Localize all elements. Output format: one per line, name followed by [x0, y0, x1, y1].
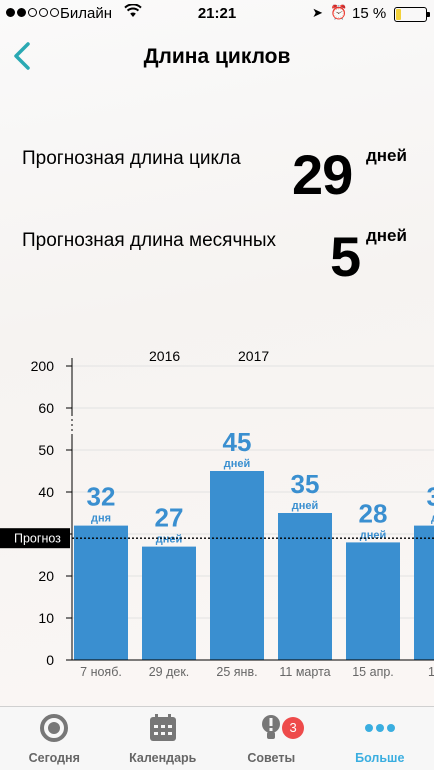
signal-strength-icon — [6, 8, 59, 17]
y-tick-label: 50 — [38, 442, 54, 458]
tab-tips[interactable]: 3 Советы — [217, 707, 326, 770]
x-tick-label: 15 апр. — [352, 665, 394, 679]
bar-value-label: 27 — [155, 503, 184, 533]
bar-unit-label: дней — [156, 534, 183, 546]
forecast-label-bg — [0, 528, 70, 549]
tips-bulb-icon — [262, 715, 281, 739]
bar — [142, 546, 196, 660]
bar-unit-label: дней — [360, 529, 387, 541]
wifi-icon — [124, 3, 142, 22]
bar-value-label: 32 — [427, 482, 434, 512]
chevron-left-icon — [14, 42, 30, 70]
y-tick-label: 40 — [38, 484, 54, 500]
navigation-bar: Длина циклов — [0, 28, 434, 86]
year-label-2016: 2016 — [149, 348, 181, 364]
tab-more[interactable]: Больше — [326, 707, 434, 770]
period-length-value: 5 — [330, 225, 361, 288]
more-dots-icon — [364, 724, 395, 732]
tab-today[interactable]: Сегодня — [0, 707, 109, 770]
bar — [414, 525, 434, 660]
alarm-icon: ⏰ — [330, 4, 348, 20]
x-tick-label: 11 марта — [279, 665, 330, 679]
cycle-length-unit: дней — [366, 146, 407, 165]
tab-calendar[interactable]: Календарь — [109, 707, 218, 770]
battery-percent: 15 % — [352, 5, 387, 22]
year-label-2017: 2017 — [238, 348, 270, 364]
bar — [346, 542, 400, 660]
cycle-length-value: 29 — [292, 143, 353, 206]
tab-today-label: Сегодня — [28, 751, 80, 765]
calendar-icon — [149, 714, 176, 741]
period-length-unit: дней — [366, 226, 407, 245]
y-tick-label: 60 — [38, 400, 54, 416]
bar — [278, 513, 332, 660]
tab-more-label: Больше — [355, 751, 405, 765]
bar — [210, 471, 264, 660]
battery-icon — [394, 7, 430, 22]
tab-tips-label: Советы — [247, 751, 296, 765]
tips-badge: 3 — [282, 717, 305, 739]
bar-unit-label: дня — [431, 513, 434, 525]
battery-level-fill — [396, 9, 401, 20]
page-title: Длина циклов — [143, 45, 291, 68]
cycle-length-chart: 2016 2017 010203040506020032дня7 нояб.27… — [0, 340, 434, 680]
x-tick-label: 13 м — [428, 665, 434, 679]
bar — [74, 525, 128, 660]
bar-unit-label: дня — [91, 513, 111, 525]
period-length-label: Прогнозная длина месячных — [22, 230, 276, 251]
bar-unit-label: дней — [224, 458, 251, 470]
x-tick-label: 25 янв. — [216, 665, 257, 679]
y-tick-label: 0 — [46, 652, 54, 668]
tab-bar: Сегодня Календарь 3 Советы Больше — [0, 706, 434, 770]
y-tick-label: 20 — [38, 568, 54, 584]
carrier-name: Билайн — [60, 5, 112, 22]
location-arrow-icon: ➤ — [312, 5, 323, 20]
y-tick-label: 10 — [38, 610, 54, 626]
bar-value-label: 45 — [223, 427, 252, 457]
y-tick-label: 200 — [31, 358, 55, 374]
bar-value-label: 35 — [291, 469, 320, 499]
bar-value-label: 32 — [87, 482, 116, 512]
forecast-label: Прогноз — [14, 532, 61, 546]
today-ring-icon — [40, 714, 69, 742]
bar-value-label: 28 — [359, 498, 388, 528]
cycle-length-label: Прогнозная длина цикла — [22, 148, 241, 169]
status-bar: Билайн 21:21 ➤ ⏰ 15 % — [0, 0, 434, 28]
back-button[interactable] — [8, 38, 38, 74]
clock: 21:21 — [197, 5, 237, 22]
bar-unit-label: дней — [292, 500, 319, 512]
tab-calendar-label: Календарь — [129, 751, 197, 765]
x-tick-label: 29 дек. — [149, 665, 190, 679]
x-tick-label: 7 нояб. — [80, 665, 122, 679]
